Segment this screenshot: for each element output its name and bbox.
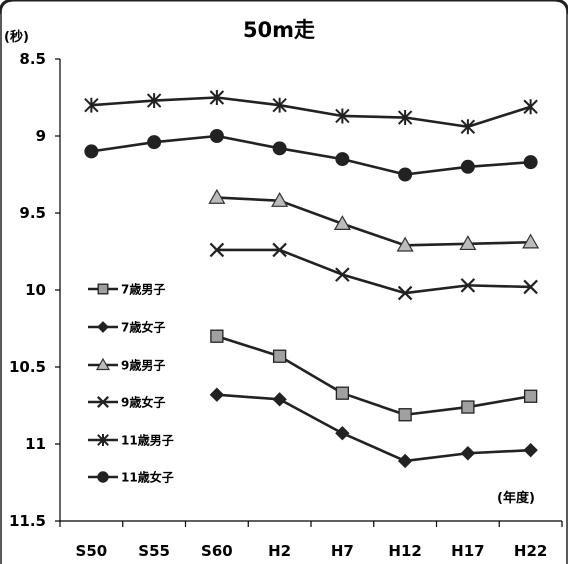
legend-marker bbox=[95, 357, 111, 371]
x-tick-label: H22 bbox=[514, 542, 547, 560]
x-tick-label: H7 bbox=[331, 542, 354, 560]
data-point bbox=[460, 119, 476, 135]
legend-marker bbox=[97, 283, 109, 295]
chart-title: 50m走 bbox=[243, 18, 315, 42]
legend-marker bbox=[97, 434, 109, 446]
legend-item: 11歳女子 bbox=[88, 470, 174, 485]
legend-label: 7歳男子 bbox=[121, 282, 165, 297]
x-tick-label: S50 bbox=[76, 542, 108, 560]
series-line bbox=[216, 393, 531, 463]
legend-label: 9歳男子 bbox=[121, 358, 165, 373]
legend-item: 9歳女子 bbox=[88, 395, 165, 410]
x-tick-label: S55 bbox=[138, 542, 170, 560]
x-tick-label: H2 bbox=[268, 542, 291, 560]
x-tick-label: S60 bbox=[201, 542, 233, 560]
series-3 bbox=[208, 188, 540, 252]
data-point bbox=[272, 242, 287, 258]
data-point bbox=[523, 155, 538, 170]
x-tick-label: H12 bbox=[388, 542, 421, 560]
data-point bbox=[523, 279, 538, 295]
legend-item: 7歳女子 bbox=[88, 320, 165, 335]
legend-marker bbox=[97, 396, 109, 408]
data-point bbox=[84, 97, 99, 113]
data-point bbox=[333, 215, 351, 231]
data-point bbox=[460, 159, 475, 174]
series-line bbox=[216, 248, 531, 295]
data-point bbox=[146, 93, 162, 109]
data-point bbox=[397, 453, 413, 469]
data-point bbox=[335, 152, 350, 167]
frame-top-border bbox=[0, 0, 568, 15]
data-point bbox=[523, 99, 538, 115]
series-line bbox=[216, 196, 531, 247]
data-point bbox=[522, 233, 540, 249]
legend-item: 11歳男子 bbox=[88, 433, 174, 448]
data-point bbox=[272, 392, 287, 407]
x-unit-label: (年度) bbox=[497, 490, 535, 506]
x-tick-label: H17 bbox=[451, 542, 484, 560]
data-point bbox=[523, 389, 538, 403]
data-point bbox=[335, 426, 350, 441]
data-point bbox=[147, 135, 162, 150]
data-point bbox=[209, 90, 225, 105]
series-5 bbox=[84, 90, 538, 135]
series-2 bbox=[209, 387, 538, 469]
legend-item: 9歳男子 bbox=[88, 358, 165, 373]
data-point bbox=[459, 235, 477, 251]
y-tick-label: 11 bbox=[25, 435, 46, 453]
series-line bbox=[91, 134, 531, 176]
data-point bbox=[460, 278, 476, 293]
y-tick-label: 11.5 bbox=[9, 512, 46, 530]
series-line bbox=[216, 334, 531, 417]
data-point bbox=[335, 386, 350, 400]
data-point bbox=[397, 110, 413, 125]
y-tick-label: 10 bbox=[25, 281, 46, 299]
legend-label: 7歳女子 bbox=[121, 320, 165, 335]
data-point bbox=[461, 400, 475, 414]
data-point bbox=[396, 236, 414, 252]
data-point bbox=[210, 329, 224, 343]
series-line bbox=[91, 96, 532, 129]
series-6 bbox=[84, 129, 538, 182]
legend-item: 7歳男子 bbox=[88, 282, 165, 297]
series-1 bbox=[210, 329, 538, 422]
data-point bbox=[397, 285, 413, 301]
data-point bbox=[272, 349, 287, 363]
data-point bbox=[272, 97, 287, 113]
data-point bbox=[335, 267, 350, 282]
legend-marker bbox=[97, 471, 109, 483]
data-point bbox=[460, 446, 476, 461]
y-tick-label: 10.5 bbox=[9, 358, 46, 376]
y-tick-label: 9 bbox=[36, 127, 46, 145]
data-point bbox=[271, 191, 289, 207]
data-point bbox=[272, 141, 287, 156]
legend-label: 9歳女子 bbox=[121, 395, 165, 410]
data-point bbox=[84, 144, 99, 159]
data-point bbox=[209, 242, 225, 258]
data-point bbox=[523, 442, 538, 458]
data-point bbox=[208, 188, 226, 204]
legend-marker bbox=[97, 321, 109, 333]
y-tick-label: 8.5 bbox=[19, 50, 46, 68]
legend-label: 11歳男子 bbox=[121, 433, 174, 448]
legend-label: 11歳女子 bbox=[121, 470, 174, 485]
data-point bbox=[209, 129, 224, 143]
data-point bbox=[209, 387, 225, 402]
y-unit-label: (秒) bbox=[4, 29, 29, 45]
y-tick-label: 9.5 bbox=[19, 204, 46, 222]
data-point bbox=[398, 167, 413, 182]
data-point bbox=[398, 408, 412, 422]
series-4 bbox=[209, 242, 538, 301]
data-point bbox=[335, 108, 350, 124]
